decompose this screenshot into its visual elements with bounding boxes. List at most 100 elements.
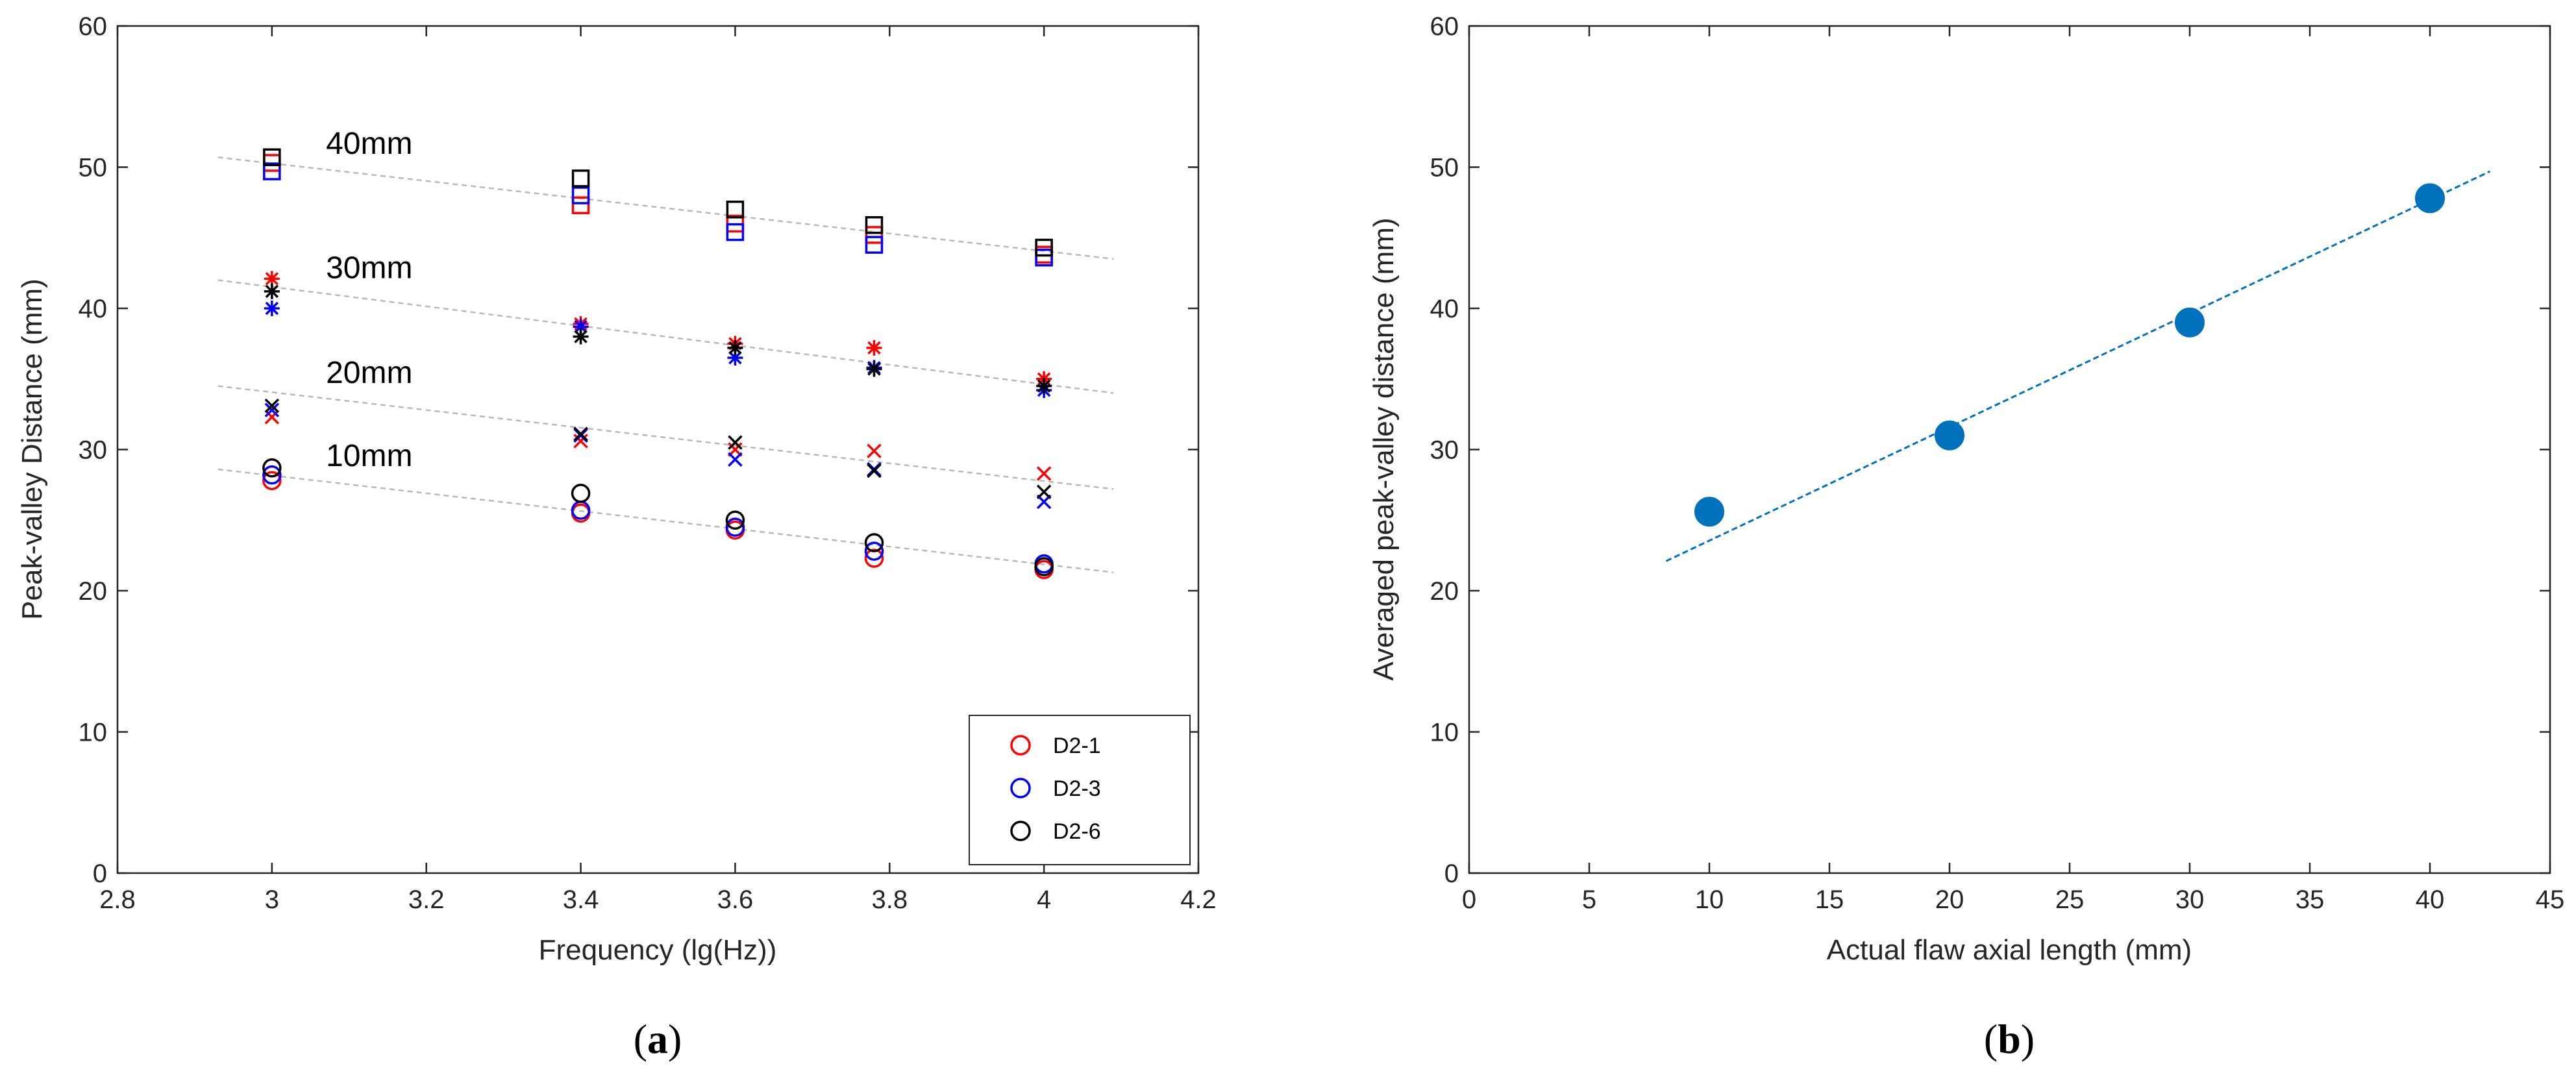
point-20mm-D2-6 xyxy=(728,435,743,450)
chart-b-ticks: 0 5 10 15 20 25 30 35 40 45 0 10 20 30 40 50 60 xyxy=(1430,12,2565,914)
chart-b-axes-box xyxy=(1468,25,2551,874)
chart-a-panel-label: (a) xyxy=(634,1016,682,1062)
point-20mm-D2-1 xyxy=(867,443,882,458)
chart-b-x-tick-label: 40 xyxy=(2416,885,2445,914)
chart-a-annotations: 40mm 30mm 20mm 10mm xyxy=(326,127,412,473)
point-20mm-D2-3 xyxy=(264,402,280,417)
point-30mm-D2-6 xyxy=(1036,378,1052,394)
chart-a-y-tick-label: 30 xyxy=(79,436,108,465)
chart-a-x-tick-label: 3.4 xyxy=(563,885,599,914)
point-30mm-D2-6 xyxy=(264,283,280,299)
chart-b-y-tick-label: 60 xyxy=(1430,12,1459,41)
chart-b-x-tick-label: 0 xyxy=(1462,885,1476,914)
chart-b-y-tick-label: 30 xyxy=(1430,436,1459,465)
point-20mm-D2-1 xyxy=(1036,466,1052,481)
trend-line-40mm xyxy=(217,156,1114,260)
point-30mm-D2-3 xyxy=(727,350,743,366)
chart-a-x-tick-label: 4.2 xyxy=(1180,885,1217,914)
chart-a-y-tick-label: 10 xyxy=(79,719,108,747)
point-20mm-D2-6 xyxy=(1036,484,1052,499)
point-40mm-D2-6 xyxy=(1035,238,1053,257)
chart-b-x-tick-label: 10 xyxy=(1695,885,1724,914)
chart-b-x-tick-label: 15 xyxy=(1815,885,1844,914)
fit-line xyxy=(1665,170,2491,562)
point-10mm-D2-6 xyxy=(571,484,591,503)
chart-a-x-tick-label: 4 xyxy=(1037,885,1051,914)
point-30mm-D2-1 xyxy=(866,340,882,356)
chart-b-x-tick-label: 5 xyxy=(1582,885,1596,914)
annotation-10mm: 10mm xyxy=(326,439,412,473)
point-30mm xyxy=(2175,307,2205,338)
legend-marker-D2-3 xyxy=(1010,778,1031,798)
point-30mm-D2-6 xyxy=(866,361,882,377)
annotation-40mm: 40mm xyxy=(326,127,412,161)
chart-b-y-tick-label: 40 xyxy=(1430,295,1459,323)
trend-line-10mm xyxy=(217,468,1114,573)
point-10mm-D2-1 xyxy=(262,471,282,491)
chart-a-y-tick-label: 0 xyxy=(93,859,107,888)
point-40mm-D2-6 xyxy=(865,216,884,234)
chart-b-x-tick-label: 25 xyxy=(2055,885,2085,914)
chart-b-y-tick-label: 20 xyxy=(1430,577,1459,606)
chart-b-y-tick-label: 0 xyxy=(1444,859,1459,888)
point-10mm-D2-6 xyxy=(864,533,884,552)
chart-a-y-tick-label: 20 xyxy=(79,577,108,606)
point-30mm-D2-1 xyxy=(264,271,280,287)
point-40mm-D2-6 xyxy=(726,201,745,219)
chart-b-x-tick-label: 20 xyxy=(1935,885,1964,914)
chart-a-y-tick-label: 50 xyxy=(79,154,108,182)
trend-line-20mm xyxy=(217,385,1114,490)
point-30mm-D2-6 xyxy=(727,340,743,356)
chart-b-x-axis-label: Actual flaw axial length (mm) xyxy=(1827,934,2192,966)
point-40mm-D2-3 xyxy=(865,236,884,254)
chart-a-x-tick-label: 3 xyxy=(265,885,279,914)
chart-a-x-tick-label: 3.2 xyxy=(408,885,445,914)
chart-a-legend-box xyxy=(969,715,1191,865)
trend-line-30mm xyxy=(217,279,1114,394)
chart-a-y-tick-label: 60 xyxy=(79,12,108,41)
chart-a: 2.8 3 3.2 3.4 3.6 3.8 4 4.2 0 10 20 30 40 50 60 40mm 30… xyxy=(16,12,1217,1062)
chart-a-x-tick-label: 3.6 xyxy=(717,885,754,914)
point-40mm xyxy=(2415,183,2445,214)
point-40mm-D2-3 xyxy=(1035,248,1053,267)
chart-b-y-tick-label: 10 xyxy=(1430,719,1459,747)
point-30mm-D2-3 xyxy=(573,319,589,335)
chart-a-y-axis-label: Peak-valley Distance (mm) xyxy=(16,278,48,620)
chart-a-trend-lines xyxy=(217,156,1114,573)
point-40mm-D2-6 xyxy=(263,148,281,167)
chart-b-panel-label: (b) xyxy=(1984,1016,2035,1062)
point-10mm-D2-3 xyxy=(725,517,745,537)
point-10mm xyxy=(1694,497,1724,527)
point-10mm-D2-1 xyxy=(864,549,884,568)
point-10mm-D2-6 xyxy=(262,458,282,478)
point-40mm-D2-1 xyxy=(571,196,590,214)
chart-a-x-tick-label: 3.8 xyxy=(871,885,908,914)
point-10mm-D2-3 xyxy=(262,465,282,485)
point-40mm-D2-6 xyxy=(571,169,590,188)
legend-marker-D2-6 xyxy=(1010,821,1031,841)
chart-a-ticks: 2.8 3 3.2 3.4 3.6 3.8 4 4.2 0 10 20 30 40 50 60 xyxy=(79,12,1217,914)
chart-a-x-axis-label: Frequency (lg(Hz)) xyxy=(539,934,777,966)
chart-b-x-tick-label: 30 xyxy=(2175,885,2205,914)
point-20mm-D2-6 xyxy=(573,426,588,441)
legend-label-D2-1: D2-1 xyxy=(1053,734,1101,758)
legend-label-D2-6: D2-6 xyxy=(1053,819,1101,844)
point-40mm-D2-3 xyxy=(571,186,590,204)
point-40mm-D2-3 xyxy=(726,223,745,241)
point-20mm-D2-3 xyxy=(728,452,743,467)
chart-b-x-tick-label: 35 xyxy=(2296,885,2325,914)
annotation-30mm: 30mm xyxy=(326,251,412,286)
point-30mm-D2-3 xyxy=(264,301,280,316)
chart-b: 0 5 10 15 20 25 30 35 40 45 0 10 20 30 40 50 60 Actual f… xyxy=(1368,12,2564,1062)
chart-b-y-axis-label: Averaged peak-valley distance (mm) xyxy=(1368,217,1400,680)
point-40mm-D2-3 xyxy=(263,162,281,180)
point-20mm xyxy=(1935,420,1964,451)
annotation-20mm: 20mm xyxy=(326,356,412,390)
chart-a-x-tick-label: 2.8 xyxy=(99,885,136,914)
point-30mm-D2-6 xyxy=(573,328,589,345)
chart-a-legend: D2-1 D2-3 D2-6 xyxy=(969,715,1191,865)
point-20mm-D2-6 xyxy=(264,398,280,414)
chart-b-y-tick-label: 50 xyxy=(1430,154,1459,182)
point-40mm-D2-1 xyxy=(865,226,884,244)
